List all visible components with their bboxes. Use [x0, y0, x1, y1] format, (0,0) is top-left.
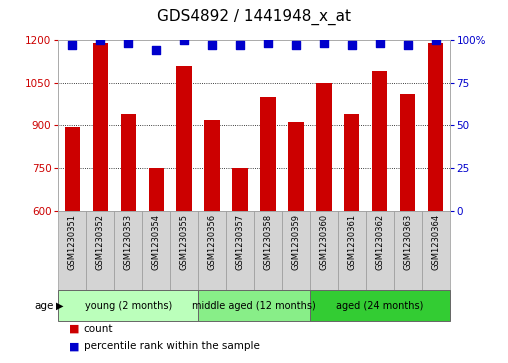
Text: aged (24 months): aged (24 months): [336, 301, 423, 311]
Bar: [338, 211, 366, 290]
Text: GSM1230362: GSM1230362: [375, 214, 384, 270]
Text: count: count: [84, 323, 113, 334]
Text: GSM1230359: GSM1230359: [292, 214, 300, 270]
Bar: [282, 211, 310, 290]
Bar: [120, 114, 136, 211]
Bar: [204, 119, 220, 211]
Text: GSM1230351: GSM1230351: [68, 214, 77, 270]
Text: ▶: ▶: [56, 301, 64, 311]
Text: age: age: [34, 301, 53, 311]
Bar: [86, 211, 114, 290]
Bar: [310, 290, 450, 321]
Bar: [422, 211, 450, 290]
Bar: [198, 211, 226, 290]
Bar: [344, 114, 360, 211]
Text: middle aged (12 months): middle aged (12 months): [192, 301, 316, 311]
Bar: [310, 211, 338, 290]
Bar: [372, 71, 388, 211]
Bar: [316, 82, 332, 211]
Point: [431, 37, 439, 43]
Bar: [92, 43, 108, 211]
Bar: [394, 211, 422, 290]
Bar: [65, 127, 80, 211]
Text: GSM1230358: GSM1230358: [264, 214, 272, 270]
Text: GSM1230357: GSM1230357: [236, 214, 244, 270]
Bar: [400, 94, 416, 211]
Point: [96, 37, 104, 43]
Text: GSM1230361: GSM1230361: [347, 214, 356, 270]
Point: [236, 42, 244, 48]
Text: GDS4892 / 1441948_x_at: GDS4892 / 1441948_x_at: [157, 9, 351, 25]
Point: [375, 40, 384, 46]
Bar: [170, 211, 198, 290]
Point: [264, 40, 272, 46]
Text: GSM1230353: GSM1230353: [124, 214, 133, 270]
Bar: [114, 211, 142, 290]
Text: ■: ■: [69, 323, 79, 334]
Text: GSM1230363: GSM1230363: [403, 214, 412, 270]
Text: percentile rank within the sample: percentile rank within the sample: [84, 342, 260, 351]
Text: ■: ■: [69, 342, 79, 351]
Bar: [148, 168, 164, 211]
Point: [403, 42, 411, 48]
Bar: [254, 211, 282, 290]
Bar: [288, 122, 304, 211]
Text: GSM1230364: GSM1230364: [431, 214, 440, 270]
Point: [208, 42, 216, 48]
Bar: [142, 211, 170, 290]
Bar: [58, 290, 198, 321]
Text: young (2 months): young (2 months): [85, 301, 172, 311]
Bar: [232, 168, 248, 211]
Bar: [428, 43, 443, 211]
Point: [320, 40, 328, 46]
Bar: [198, 290, 310, 321]
Text: GSM1230360: GSM1230360: [320, 214, 328, 270]
Bar: [176, 65, 192, 211]
Text: GSM1230352: GSM1230352: [96, 214, 105, 270]
Text: GSM1230356: GSM1230356: [208, 214, 216, 270]
Bar: [366, 211, 394, 290]
Text: GSM1230354: GSM1230354: [152, 214, 161, 270]
Point: [124, 40, 132, 46]
Point: [68, 42, 76, 48]
Point: [347, 42, 356, 48]
Text: GSM1230355: GSM1230355: [180, 214, 188, 270]
Point: [180, 37, 188, 43]
Bar: [58, 211, 86, 290]
Bar: [260, 97, 276, 211]
Bar: [226, 211, 254, 290]
Point: [152, 47, 160, 53]
Point: [292, 42, 300, 48]
